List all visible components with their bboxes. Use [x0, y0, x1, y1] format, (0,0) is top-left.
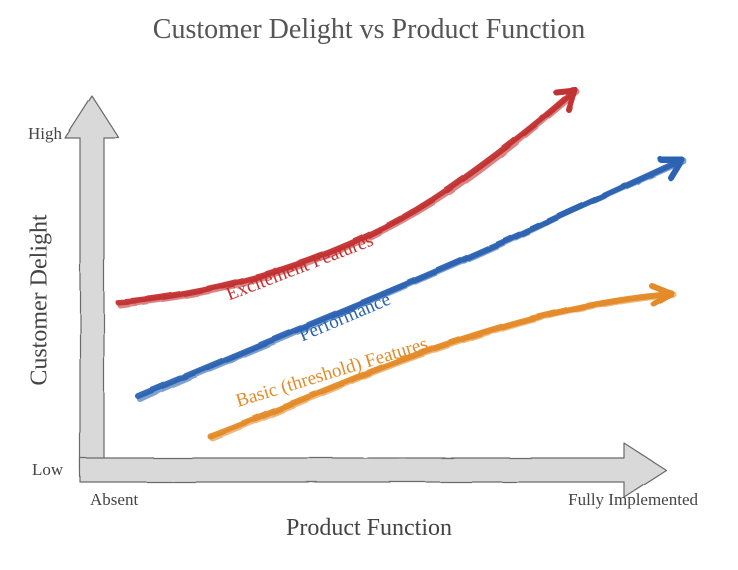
kano-chart: Customer Delight vs Product Function Hig… [0, 0, 738, 570]
curve-basic [210, 286, 674, 438]
curve-performance [138, 160, 684, 399]
x-axis-label: Product Function [0, 515, 738, 542]
y-tick-high: High [28, 124, 62, 144]
curve-excitement [118, 90, 577, 305]
x-tick-left: Absent [90, 490, 138, 510]
y-tick-low: Low [32, 460, 63, 480]
curves-layer [0, 0, 738, 570]
y-axis-label: Customer Delight [27, 214, 54, 385]
x-tick-right: Fully Implemented [568, 490, 698, 510]
